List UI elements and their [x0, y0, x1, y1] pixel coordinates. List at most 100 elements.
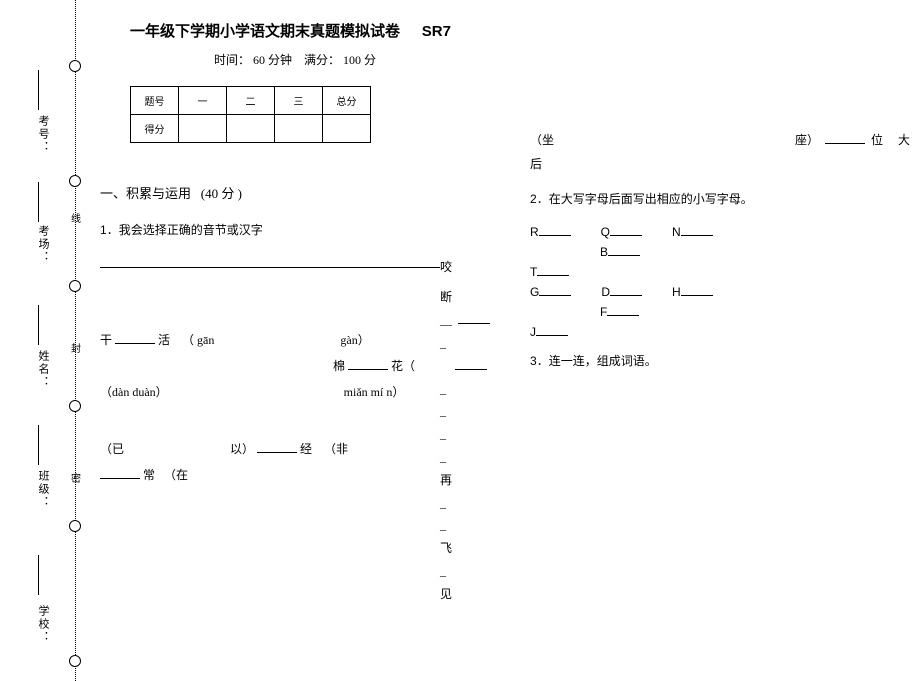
q2-num: 2 — [530, 192, 537, 206]
underline — [825, 133, 865, 144]
char: 后 — [530, 157, 542, 171]
underline — [537, 265, 569, 276]
full-value: 100 — [343, 53, 361, 67]
title-code: SR7 — [422, 23, 451, 40]
binding-circle-icon — [69, 280, 81, 292]
underline — [539, 225, 571, 236]
table-row: 得分 — [131, 115, 371, 143]
binding-circle-icon — [69, 520, 81, 532]
cell: 总分 — [323, 87, 371, 115]
margin-label-name: 姓名： — [35, 350, 51, 389]
char: 干 — [100, 333, 112, 347]
margin-underline-room — [38, 182, 39, 222]
underline — [681, 285, 713, 296]
underline — [257, 442, 297, 453]
letter: T — [530, 265, 537, 279]
page-content: 一年级下学期小学语文期末真题模拟试卷 SR7 时间： 60 分钟 满分： 100… — [100, 20, 910, 670]
exam-title: 一年级下学期小学语文期末真题模拟试卷 SR7 — [130, 20, 490, 41]
full-label: 满分： — [304, 53, 340, 67]
question-1: 1．我会选择正确的音节或汉字 — [100, 220, 490, 242]
char: 大 — [898, 130, 910, 152]
binding-margin: 考号： 线 考场： 封 姓名： 密 班级： 学校： — [0, 0, 90, 681]
question-3: 3．连一连，组成词语。 — [530, 351, 910, 373]
char: 位 — [871, 130, 883, 152]
char: 活 — [158, 333, 170, 347]
char: 常 — [143, 468, 155, 482]
underline — [608, 245, 640, 256]
q3-num: 3 — [530, 354, 537, 368]
full-unit: 分 — [364, 53, 376, 67]
binding-circle-icon — [69, 60, 81, 72]
q1-body: 干 活 （ gān gàn） 棉 花（ （dàn duàn） mi — [100, 256, 490, 606]
pinyin-line-2: （dàn duàn） miǎn mí n） — [100, 379, 440, 405]
underline — [681, 225, 713, 236]
letter: H — [672, 285, 681, 299]
cell: 二 — [227, 87, 275, 115]
letters-row-2: T — [530, 265, 910, 279]
q2-text: ．在大写字母后面写出相应的小写字母。 — [537, 192, 753, 206]
underline — [607, 305, 639, 316]
letter: F — [600, 305, 607, 319]
char: 见 — [440, 583, 490, 606]
right-column: （坐 座） 位 大 后 2．在大写字母后面写出相应的小写字母。 R Q N B … — [530, 20, 910, 670]
q1-left: 干 活 （ gān gàn） 棉 花（ （dàn duàn） mi — [100, 256, 440, 489]
binding-char: 线 — [71, 210, 81, 225]
char: （非 — [324, 442, 348, 456]
margin-label-room: 考场： — [35, 225, 51, 264]
pinyin: （dàn duàn） — [100, 385, 168, 399]
char: 棉 — [333, 359, 345, 373]
letters-row-3b: F — [530, 305, 910, 319]
section-title-text: 一、积累与运用 — [100, 186, 191, 201]
binding-circle-icon — [69, 175, 81, 187]
pinyin: gān — [197, 333, 214, 347]
margin-underline-name — [38, 305, 39, 345]
underline — [458, 313, 490, 324]
margin-label-school: 学校： — [35, 605, 51, 644]
char: 咬 — [440, 256, 490, 279]
cell: 一 — [179, 87, 227, 115]
table-row: 题号 一 二 三 总分 — [131, 87, 371, 115]
char: 经 — [300, 442, 312, 456]
underline — [100, 256, 440, 268]
underline — [348, 359, 388, 370]
letters-row-1b: B — [530, 245, 910, 259]
char: （坐 — [530, 130, 554, 152]
char: 花（ — [391, 359, 415, 373]
underline — [539, 285, 571, 296]
char: 座） — [795, 130, 819, 152]
cell-header: 得分 — [131, 115, 179, 143]
char: （在 — [164, 468, 188, 482]
margin-underline-class — [38, 425, 39, 465]
cell-empty — [323, 115, 371, 143]
char: 再 — [440, 469, 490, 492]
underline — [455, 359, 487, 370]
cell: 三 — [275, 87, 323, 115]
char: 以） — [230, 442, 254, 456]
section-points: (40 分 ) — [201, 186, 242, 201]
letter: B — [600, 245, 608, 259]
char: 飞 — [440, 537, 490, 560]
char: （ — [182, 333, 194, 347]
binding-circle-icon — [69, 655, 81, 667]
left-column: 一年级下学期小学语文期末真题模拟试卷 SR7 时间： 60 分钟 满分： 100… — [100, 20, 490, 670]
cell-empty — [179, 115, 227, 143]
cell-empty — [227, 115, 275, 143]
binding-circle-icon — [69, 400, 81, 412]
char: 断 — [440, 286, 490, 309]
q1-right-chars: 咬 断 __ _ _ _ _ _ 再 _ _ 飞 _ 见 — [440, 256, 490, 606]
letter: G — [530, 285, 539, 299]
char: （已 — [100, 442, 124, 456]
question-2: 2．在大写字母后面写出相应的小写字母。 — [530, 189, 910, 211]
letters-row-4: J — [530, 325, 910, 339]
letter: D — [601, 285, 610, 299]
binding-char: 封 — [71, 340, 81, 355]
margin-label-examid: 考号： — [35, 115, 51, 154]
score-table: 题号 一 二 三 总分 得分 — [130, 86, 371, 143]
letter: N — [672, 225, 681, 239]
letters-row-3: G D H — [530, 285, 910, 299]
letter: Q — [601, 225, 610, 239]
underline — [610, 285, 642, 296]
pinyin: gàn） — [340, 333, 369, 347]
pinyin: miǎn mí n） — [344, 385, 405, 399]
margin-underline-school — [38, 555, 39, 595]
